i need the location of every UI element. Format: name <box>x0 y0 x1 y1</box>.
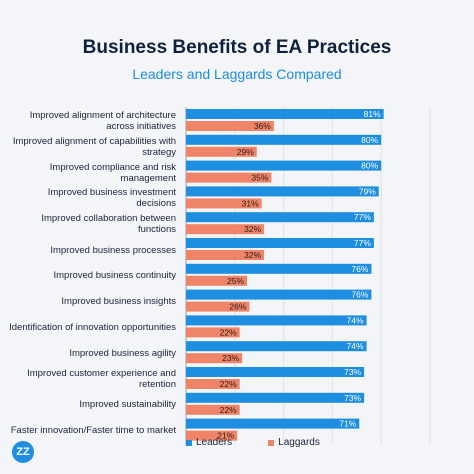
bar-leaders <box>186 212 374 223</box>
category-label: Improved collaboration between functions <box>41 213 176 236</box>
legend-swatch-laggards <box>268 439 275 446</box>
data-label-leaders: 77% <box>354 238 371 248</box>
bar-leaders <box>186 315 367 326</box>
category-label: Faster innovation/Faster time to market <box>10 425 176 437</box>
bar-leaders <box>186 367 365 377</box>
category-label: Improved business agility <box>69 347 176 359</box>
bar-laggards <box>186 430 238 441</box>
bar-leaders <box>186 418 360 429</box>
data-label-laggards: 35% <box>251 173 268 183</box>
data-label-laggards: 25% <box>227 276 244 286</box>
category-label: Improved business insights <box>61 296 176 308</box>
bar-leaders <box>186 160 382 171</box>
data-label-laggards: 32% <box>244 250 261 260</box>
bar-laggards <box>186 121 274 131</box>
bar-leaders <box>186 238 374 248</box>
bar-leaders <box>186 341 367 352</box>
brand-logo: ZZ <box>12 441 34 463</box>
data-label-laggards: 21% <box>217 431 234 441</box>
data-label-laggards: 22% <box>220 379 237 389</box>
data-label-laggards: 23% <box>222 353 239 363</box>
bar-laggards <box>186 301 250 312</box>
bar-laggards <box>186 250 265 260</box>
bar-leaders <box>186 289 372 300</box>
bar-laggards <box>186 379 240 389</box>
bar-laggards <box>186 198 262 209</box>
bar-laggards <box>186 327 240 338</box>
data-label-leaders: 74% <box>347 315 364 325</box>
bar-laggards <box>186 275 247 286</box>
bar-leaders <box>186 134 382 145</box>
data-label-leaders: 73% <box>344 393 361 403</box>
bar-laggards <box>186 353 243 364</box>
chart-subtitle: Leaders and Laggards Compared <box>132 66 342 82</box>
data-label-laggards: 31% <box>242 198 259 208</box>
data-label-laggards: 32% <box>244 224 261 234</box>
data-label-leaders: 81% <box>364 109 381 119</box>
bar-laggards <box>186 172 272 183</box>
data-label-leaders: 79% <box>359 186 376 196</box>
data-label-leaders: 73% <box>344 367 361 377</box>
data-label-laggards: 26% <box>229 302 246 312</box>
data-label-leaders: 71% <box>339 419 356 429</box>
legend: Leaders Laggards <box>186 437 356 448</box>
data-label-leaders: 80% <box>361 161 378 171</box>
category-label: Improved business investment decisions <box>47 187 176 210</box>
data-label-laggards: 36% <box>254 121 271 131</box>
bar-leaders <box>186 109 384 119</box>
legend-item-laggards: Laggards <box>268 437 320 448</box>
bar-laggards <box>186 224 265 235</box>
legend-swatch-leaders <box>186 439 192 446</box>
data-label-leaders: 80% <box>361 135 378 145</box>
bar-leaders <box>186 186 379 197</box>
bar-laggards <box>186 146 257 157</box>
data-label-laggards: 29% <box>237 147 254 157</box>
data-label-leaders: 76% <box>351 264 368 274</box>
category-label: Identification of innovation opportuniti… <box>9 321 176 333</box>
legend-item-leaders: Leaders <box>186 437 232 448</box>
legend-label-leaders: Leaders <box>196 437 233 448</box>
bar-laggards <box>186 404 240 415</box>
category-label: Improved alignment of architecture acros… <box>29 110 176 132</box>
data-label-leaders: 74% <box>347 341 364 351</box>
legend-label-laggards: Laggards <box>278 437 320 448</box>
data-label-laggards: 22% <box>220 405 237 415</box>
category-label: Improved sustainability <box>79 399 176 411</box>
category-label: Improved alignment of capabilities with … <box>12 135 176 158</box>
category-label: Improved compliance and risk management <box>49 161 176 184</box>
data-label-leaders: 77% <box>354 212 371 222</box>
category-label: Improved customer experience and retenti… <box>27 368 176 390</box>
category-label: Improved business continuity <box>53 270 176 282</box>
data-label-laggards: 22% <box>220 327 237 337</box>
bar-leaders <box>186 392 365 403</box>
chart-title: Business Benefits of EA Practices <box>82 37 392 58</box>
category-label: Improved business processes <box>50 244 176 256</box>
bar-leaders <box>186 263 372 274</box>
data-label-leaders: 76% <box>351 290 368 300</box>
